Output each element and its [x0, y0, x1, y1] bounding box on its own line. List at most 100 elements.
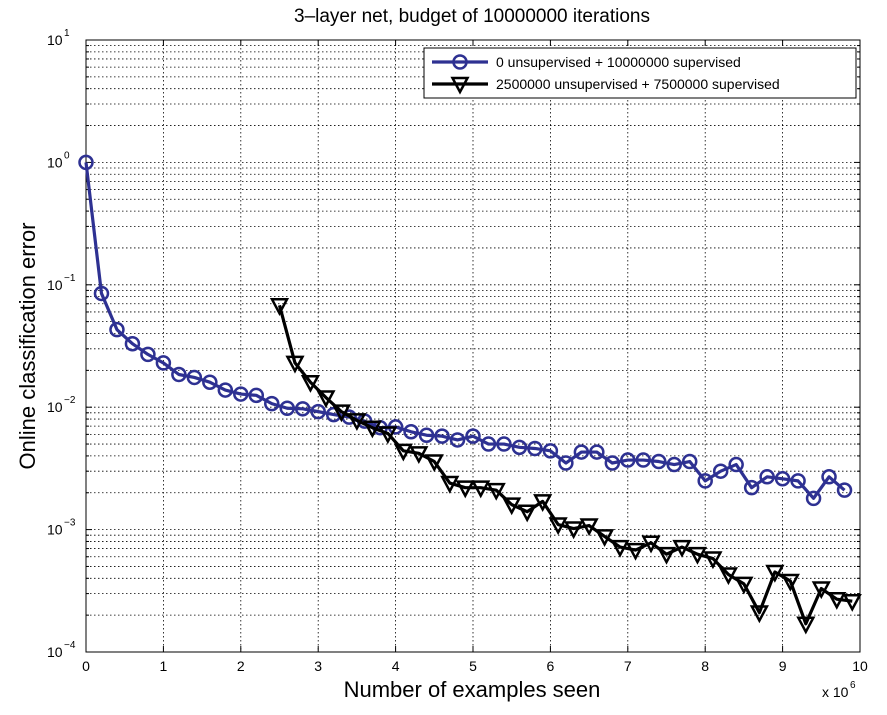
circle-marker	[294, 401, 311, 417]
triangle-down-marker	[594, 529, 615, 548]
circle-marker	[728, 456, 744, 473]
triangle-down-marker	[734, 576, 754, 595]
circle-marker	[573, 444, 590, 460]
circle-marker	[542, 443, 559, 459]
circle-marker	[233, 386, 249, 402]
circle-marker	[452, 54, 468, 70]
circle-marker	[620, 452, 636, 468]
circle-marker	[124, 335, 141, 352]
circle-marker	[790, 473, 806, 489]
circle-marker	[496, 436, 512, 452]
circle-marker	[480, 436, 497, 452]
y-tick-label: 10 −3	[47, 518, 76, 538]
y-tick-label-exponent: 1	[64, 28, 70, 39]
y-tick-label-exponent: 0	[64, 150, 70, 161]
y-tick-label: 10 0	[47, 150, 70, 170]
y-tick-label-base: 10	[47, 32, 63, 48]
y-tick-label-exponent: −4	[64, 640, 76, 651]
triangle-down-marker	[796, 616, 816, 635]
x-tick-label: 0	[82, 658, 90, 674]
circle-marker	[604, 455, 621, 471]
circle-marker	[264, 395, 280, 412]
circle-marker	[465, 428, 481, 444]
y-tick-label-exponent: −1	[64, 273, 76, 284]
circle-marker	[217, 382, 234, 398]
y-tick-label-exponent: −2	[64, 395, 76, 406]
circle-marker	[93, 285, 110, 302]
circle-marker	[511, 439, 528, 456]
triangle-down-marker	[440, 475, 460, 494]
x-tick-label: 7	[624, 658, 632, 674]
triangle-down-marker	[641, 535, 661, 554]
legend-item-1: 0 unsupervised + 10000000 supervised	[432, 54, 741, 70]
circle-marker	[186, 369, 203, 386]
y-tick-label: 10 1	[47, 28, 70, 48]
y-axis-label: Online classification error	[15, 223, 40, 470]
circle-marker	[836, 482, 853, 498]
triangle-down-marker	[285, 355, 305, 374]
circle-marker	[712, 463, 729, 479]
y-tick-label-base: 10	[47, 644, 63, 660]
legend-label: 0 unsupervised + 10000000 supervised	[496, 54, 741, 70]
triangle-down-marker	[533, 494, 553, 513]
triangle-down-marker	[517, 504, 537, 523]
circle-marker	[434, 428, 450, 444]
triangle-down-marker	[378, 426, 398, 445]
triangle-down-marker	[656, 546, 677, 565]
circle-marker	[403, 424, 419, 440]
circle-marker	[248, 387, 265, 404]
circle-marker	[202, 374, 218, 390]
chart-title: 3–layer net, budget of 10000000 iteratio…	[294, 6, 650, 27]
y-tick-label-base: 10	[47, 399, 63, 415]
series-layer	[78, 154, 862, 635]
triangle-down-marker	[393, 443, 413, 462]
triangle-down-marker	[842, 593, 862, 612]
y-tick-label: 10 −2	[47, 395, 76, 415]
triangle-down-marker	[362, 420, 382, 439]
x-multiplier: x 10 6	[822, 680, 856, 700]
legend-box	[423, 47, 857, 99]
circle-marker	[140, 346, 156, 363]
circle-marker	[821, 469, 837, 485]
x-axis-label: Number of examples seen	[344, 677, 601, 702]
triangle-down-marker	[780, 573, 800, 592]
x-tick-label: 2	[237, 658, 245, 674]
triangle-down-marker	[703, 551, 723, 570]
legend-label: 2500000 unsupervised + 7500000 supervise…	[496, 76, 780, 92]
series-line	[84, 162, 846, 500]
circle-marker	[325, 406, 342, 423]
circle-marker	[418, 427, 435, 443]
x-tick-label: 10	[852, 658, 868, 674]
circle-marker	[171, 366, 187, 383]
grid	[86, 40, 860, 652]
x-tick-label: 4	[392, 658, 400, 674]
triangle-down-marker	[718, 567, 739, 586]
triangle-down-marker	[471, 480, 491, 499]
x-multiplier-exponent: 6	[850, 680, 856, 691]
y-tick-label-base: 10	[47, 154, 63, 170]
triangle-down-marker	[564, 521, 584, 540]
series-2	[269, 298, 862, 635]
circle-marker	[155, 355, 172, 371]
triangle-down-marker	[269, 298, 290, 316]
x-tick-labels: 0 1 2 3 4 5 6 7 8 9 10	[82, 658, 868, 674]
triangle-down-marker	[749, 605, 769, 624]
legend: 0 unsupervised + 10000000 supervised 2500…	[423, 47, 857, 99]
circle-marker	[109, 321, 125, 338]
triangle-down-marker	[765, 564, 785, 583]
x-tick-label: 9	[779, 658, 787, 674]
triangle-down-marker	[827, 591, 847, 610]
triangle-down-marker	[300, 374, 321, 393]
triangle-down-marker	[811, 581, 831, 600]
y-tick-label: 10 −1	[47, 273, 76, 293]
triangle-down-marker	[316, 390, 336, 409]
circle-marker	[681, 453, 698, 470]
triangle-down-marker	[347, 413, 367, 432]
circle-marker	[589, 444, 605, 460]
x-tick-label: 6	[547, 658, 555, 674]
y-tick-label: 10 −4	[47, 640, 76, 660]
y-tick-label-exponent: −3	[64, 518, 76, 529]
x-tick-label: 1	[160, 658, 168, 674]
circle-marker	[449, 432, 466, 448]
